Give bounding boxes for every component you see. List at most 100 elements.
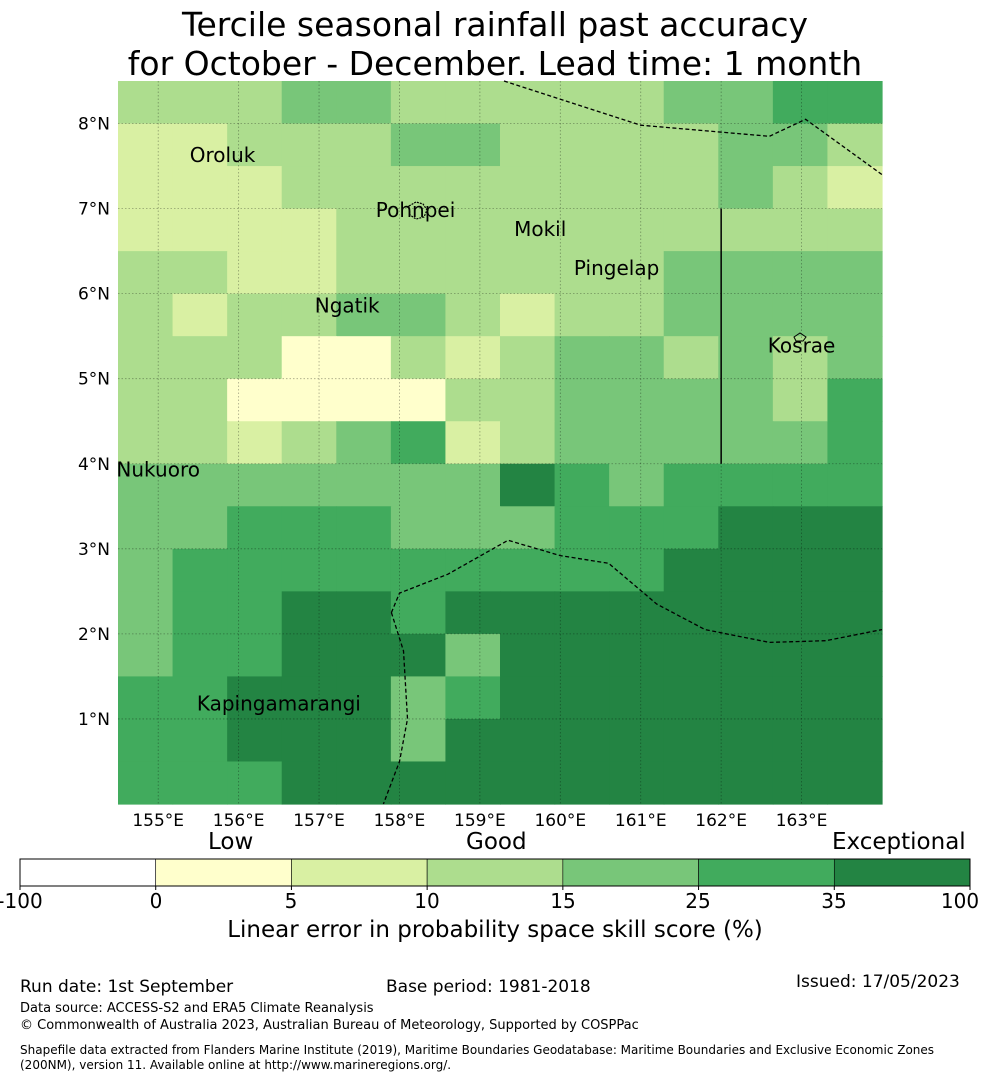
colorbar-segment [291, 858, 428, 887]
grid-cell [663, 633, 719, 678]
grid-cell [827, 718, 883, 763]
grid-cell [772, 421, 829, 465]
grid-cell [281, 81, 337, 125]
latitude-tick-label: 8°N [78, 115, 110, 135]
grid-cell [827, 166, 883, 210]
grid-cell [500, 166, 556, 210]
grid-cell [718, 718, 774, 763]
grid-cell [336, 761, 392, 805]
grid-cell [663, 548, 719, 592]
grid-cell [609, 378, 665, 422]
colorbar-segment [19, 858, 157, 887]
grid-cell [118, 421, 174, 465]
grid-cell [718, 208, 774, 252]
eez-boundary-line [382, 612, 409, 805]
longitude-tick-label: 160°E [534, 811, 586, 831]
grid-cell [554, 676, 610, 720]
grid-cell [118, 548, 174, 592]
grid-cell [554, 251, 610, 295]
colorbar-frame [19, 858, 971, 887]
grid-cell [772, 81, 829, 125]
grid-cell [500, 293, 556, 337]
grid-cell [445, 336, 501, 380]
grid-cell [172, 633, 228, 678]
grid-cell [772, 378, 829, 422]
grid-cell [118, 506, 174, 550]
grid-cell [718, 463, 774, 507]
longitude-tick-label: 157°E [293, 811, 345, 831]
grid-cell [772, 761, 829, 805]
grid-cell [118, 378, 174, 422]
grid-cell [718, 293, 774, 337]
grid-cell [827, 336, 883, 380]
grid-cell [227, 463, 283, 507]
grid-cell [172, 378, 228, 422]
grid-cell [663, 81, 719, 125]
grid-cell [663, 506, 719, 550]
grid-cell [500, 591, 556, 635]
grid-cell [445, 591, 501, 635]
grid-cell [827, 506, 883, 550]
grid-cell [663, 676, 719, 720]
grid-cell [390, 548, 447, 592]
grid-cell [609, 251, 665, 295]
grid-cell [718, 548, 774, 592]
grid-cell [827, 293, 883, 337]
grid-cell [281, 633, 337, 678]
grid-cell [718, 123, 774, 167]
grid-cell [118, 336, 174, 380]
grid-cell [336, 463, 392, 507]
colorbar-tick-label: 0 [149, 889, 163, 913]
grid-cell [609, 421, 665, 465]
grid-cell [281, 591, 337, 635]
place-label: Ngatik [315, 293, 380, 317]
grid-cell [554, 336, 610, 380]
grid-cell [172, 506, 228, 550]
grid-cell [445, 81, 501, 125]
place-label: Pingelap [574, 256, 659, 280]
grid-cell [227, 378, 283, 422]
latitude-tick-label: 4°N [78, 455, 110, 475]
grid-cell [281, 463, 337, 507]
grid-cell [336, 123, 392, 167]
grid-cell [609, 633, 665, 678]
grid-cell [227, 81, 283, 125]
latitude-tick-label: 3°N [78, 540, 110, 560]
place-labels: Oroluk Pohnpei Mokil Pingelap Ngatik Kosrae Nu… [116, 143, 835, 716]
grid-cell [500, 676, 556, 720]
grid-cell [281, 761, 337, 805]
grid-cell [609, 506, 665, 550]
grid-cell [172, 676, 228, 720]
grid-cell [336, 421, 392, 465]
shapefile-credit-line-2: (200NM), version 11. Available online at… [20, 1058, 452, 1072]
grid-cell [500, 378, 556, 422]
grid-cell [827, 548, 883, 592]
colorbar-tick-label: 10 [414, 889, 440, 913]
grid-cell [390, 208, 447, 252]
grid-cell [445, 251, 501, 295]
grid-cell [390, 718, 447, 763]
grid-cell [609, 208, 665, 252]
grid-cell [336, 718, 392, 763]
grid-cell [718, 251, 774, 295]
grid-cell [554, 123, 610, 167]
island-outlines [408, 201, 807, 342]
colorbar-segment [698, 858, 835, 887]
skill-score-grid-cells [118, 81, 883, 805]
grid-cell [554, 718, 610, 763]
shapefile-credit-line-1: Shapefile data extracted from Flanders M… [20, 1043, 935, 1057]
latitude-tick-label: 6°N [78, 285, 110, 305]
grid-cell [336, 378, 392, 422]
grid-cell [609, 166, 665, 210]
grid-cell [554, 166, 610, 210]
grid-cell [663, 421, 719, 465]
kosrae-island-outline [793, 332, 807, 342]
grid-cell [609, 548, 665, 592]
grid-cell [390, 251, 447, 295]
grid-cell [336, 676, 392, 720]
grid-cell [554, 293, 610, 337]
grid-cell [445, 463, 501, 507]
grid-cell [609, 293, 665, 337]
colorbar-label-good: Good [466, 829, 527, 855]
grid-cell [390, 123, 447, 167]
